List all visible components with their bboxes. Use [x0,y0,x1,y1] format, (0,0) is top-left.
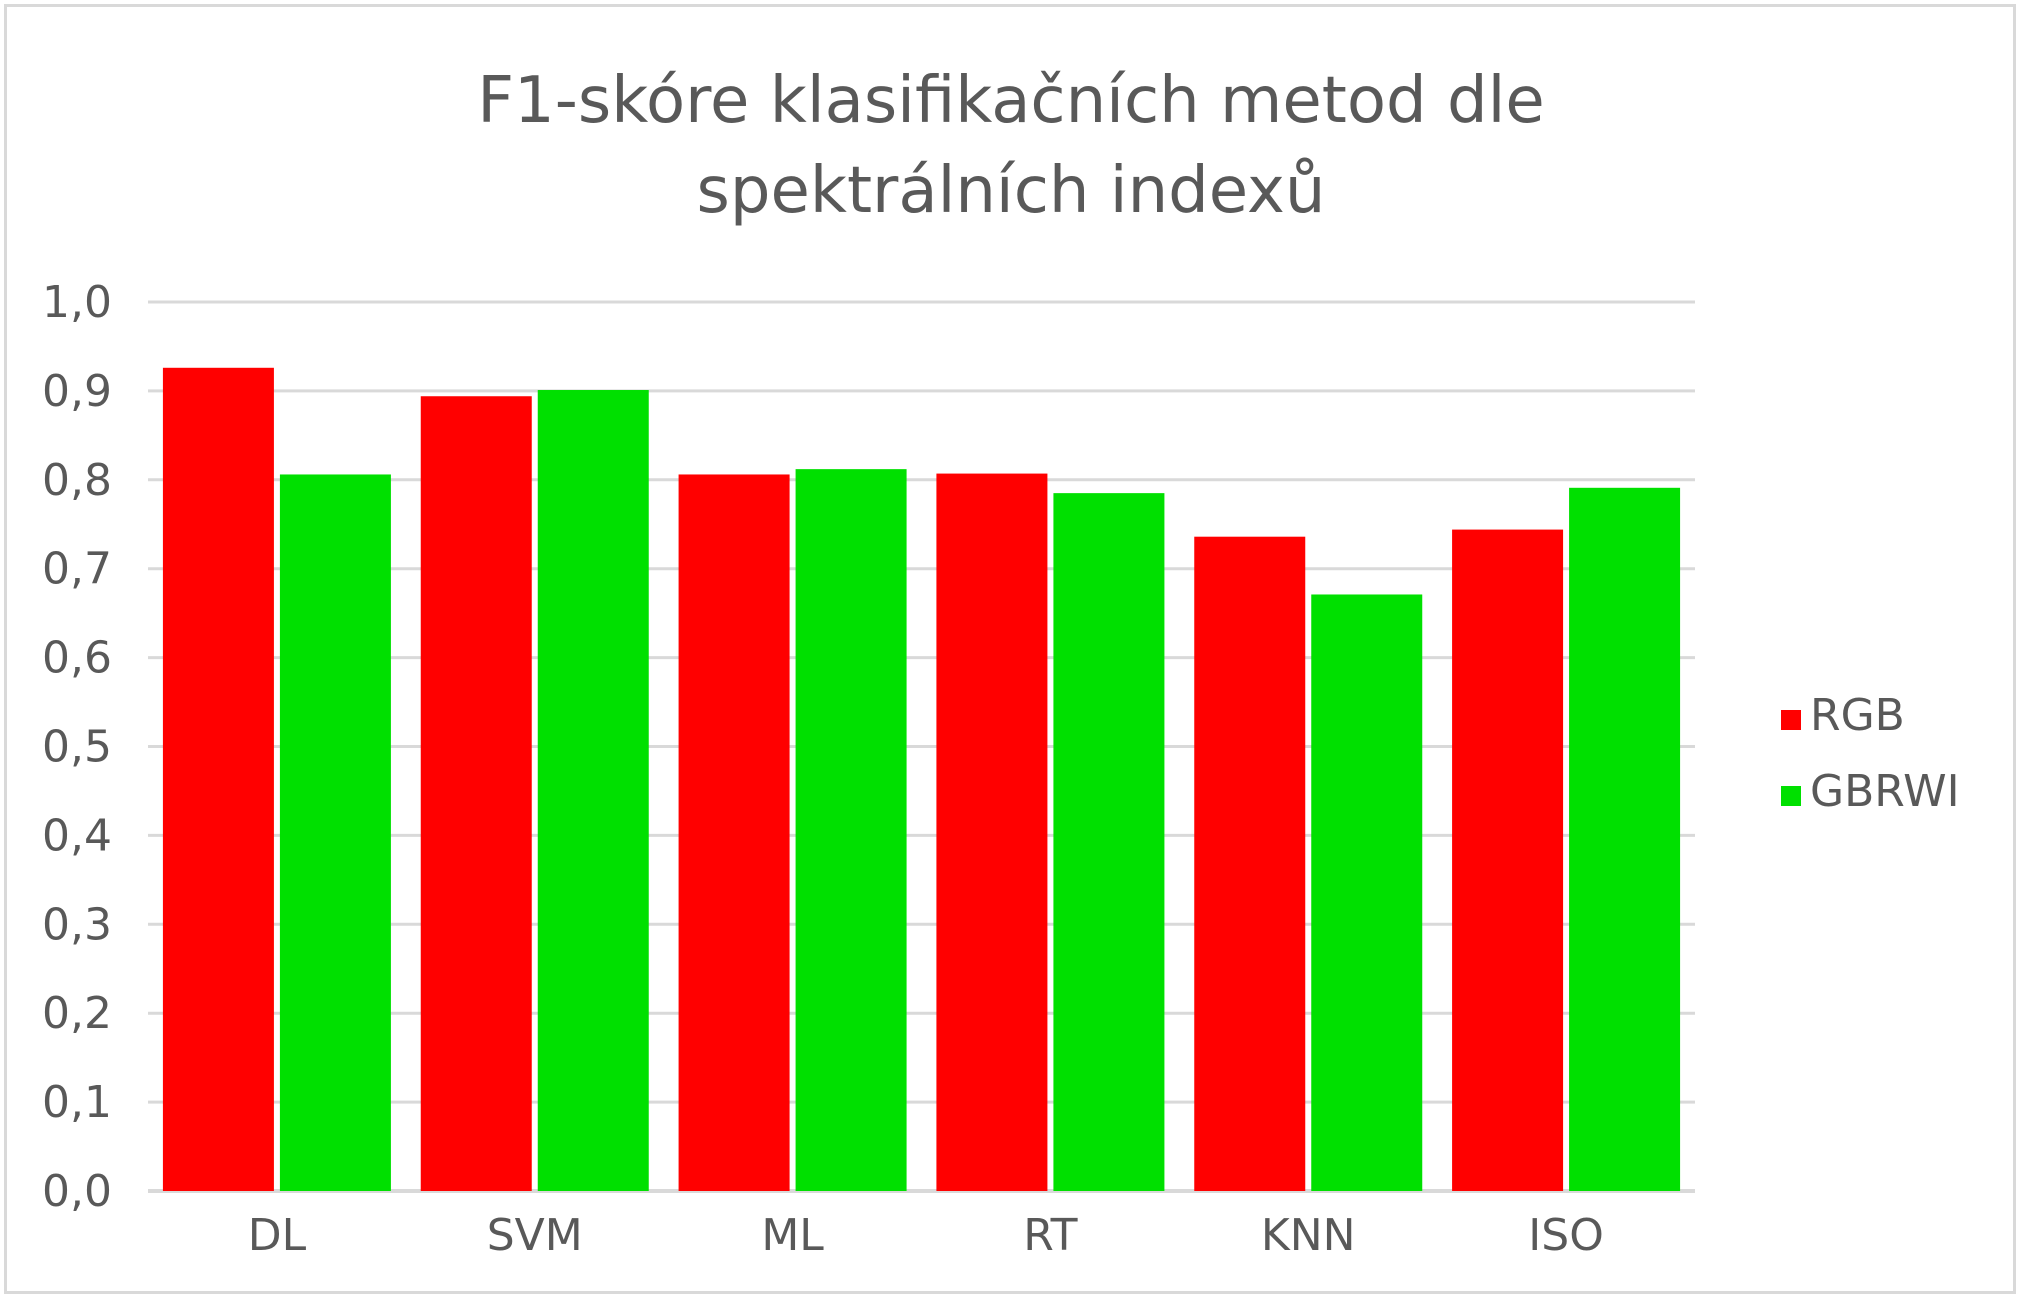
legend-label-gbrwi: GBRWI [1810,766,1960,817]
y-tick-label: 0,1 [42,1077,112,1128]
y-axis-tick-labels: 0,0 0,1 0,2 0,3 0,4 0,5 0,6 0,7 0,8 0,9 1,0 [42,277,112,1217]
y-tick-label: 0,2 [42,988,112,1039]
bar-gbrwi-ml [795,469,907,1192]
bar-gbrwi-svm [537,390,649,1191]
bar-rgb-svm [420,396,532,1191]
x-category-label: ISO [1528,1210,1604,1261]
legend-swatch-gbrwi [1781,786,1801,806]
bar-gbrwi-rt [1053,493,1165,1191]
x-category-label: ML [761,1210,824,1261]
y-tick-label: 0,3 [42,899,112,950]
bar-rgb-iso [1452,529,1564,1191]
bar-gbrwi-iso [1569,487,1681,1191]
x-category-label: SVM [487,1210,583,1261]
legend: RGB GBRWI [1781,690,1960,817]
y-tick-label: 0,6 [42,633,112,684]
legend-label-rgb: RGB [1810,690,1905,741]
y-tick-label: 0,8 [42,455,112,506]
x-category-label: RT [1023,1210,1077,1261]
y-tick-label: 0,0 [42,1166,112,1217]
y-tick-label: 0,5 [42,722,112,773]
bar-rgb-rt [936,473,1048,1191]
legend-swatch-rgb [1781,710,1801,730]
bar-gbrwi-dl [279,474,391,1191]
y-tick-label: 0,9 [42,366,112,417]
x-category-label: DL [248,1210,307,1261]
bar-rgb-ml [678,474,790,1191]
y-tick-label: 0,4 [42,810,112,861]
y-tick-label: 1,0 [42,277,112,328]
bar-rgb-dl [162,367,274,1191]
gridlines [148,300,1695,1193]
chart-title-line-2: spektrálních indexů [697,154,1326,228]
bar-rgb-knn [1194,536,1306,1191]
y-tick-label: 0,7 [42,544,112,595]
bar-gbrwi-knn [1311,594,1423,1191]
bars [162,367,1681,1192]
chart-title-line-1: F1-skóre klasifikačních metod dle [477,64,1545,138]
x-axis-category-labels: DL SVM ML RT KNN ISO [248,1210,1604,1261]
x-category-label: KNN [1261,1210,1356,1261]
